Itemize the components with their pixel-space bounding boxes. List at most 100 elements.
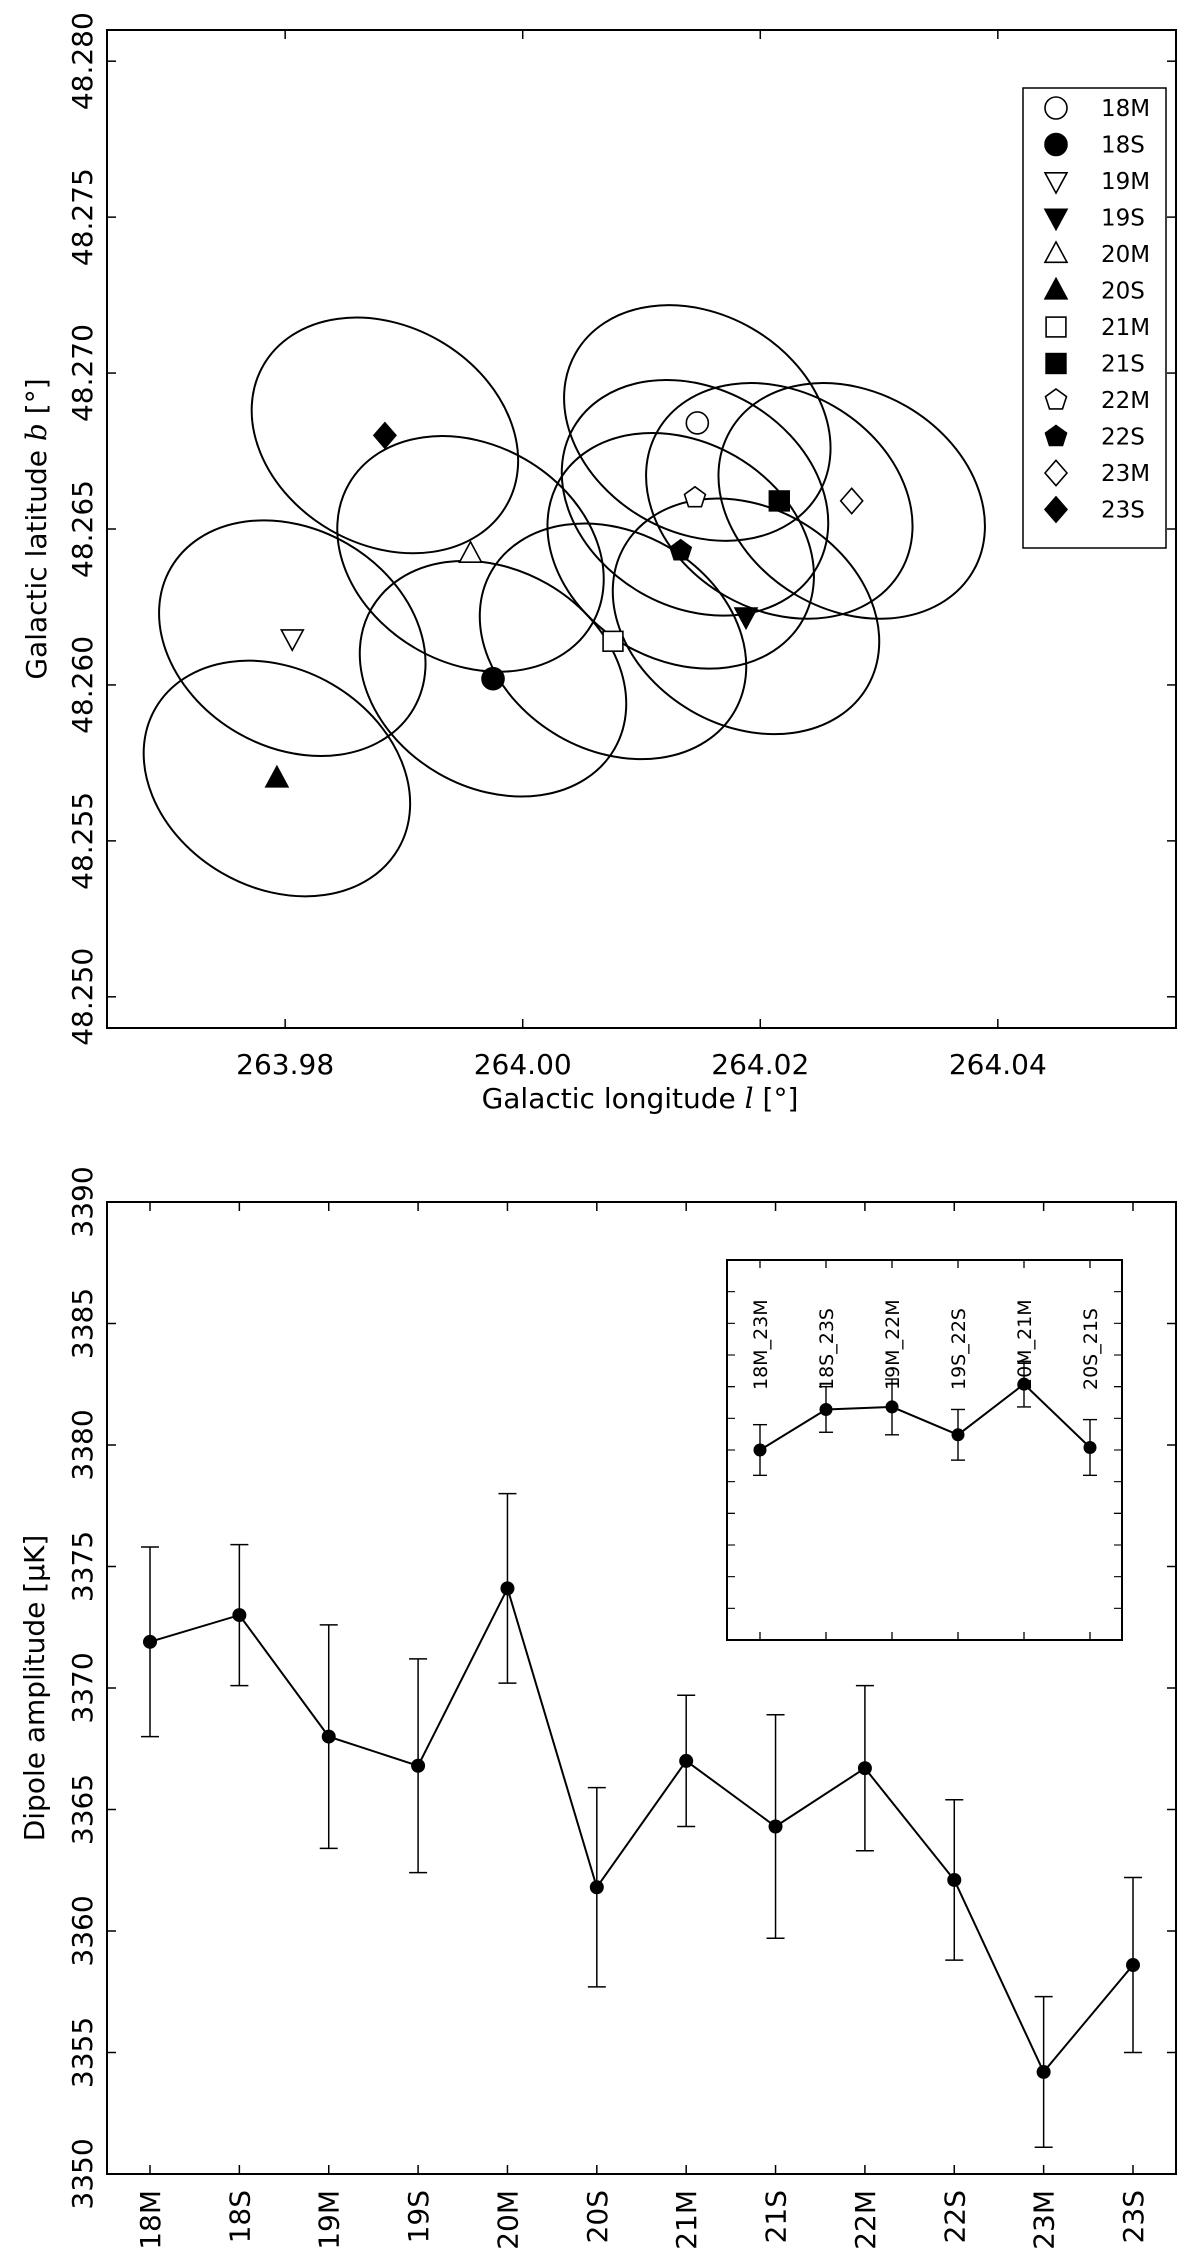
legend-label-19s: 19S — [1101, 206, 1145, 232]
ellipse-22m — [560, 378, 830, 617]
inset-category-label: 19M_22M — [882, 1299, 904, 1390]
inset-point-18m_23m — [753, 1443, 767, 1457]
category-label-21s: 21S — [760, 2190, 793, 2243]
inset-plot: 18M_23M 18S_23S 19M_22M 19S_22S 20M_21M 20S_2… — [726, 1259, 1123, 1641]
dipole-data-points — [143, 1581, 1140, 2079]
ellipse-20m — [336, 435, 605, 673]
dipole-panel: 3350 3355 3360 3365 3370 3375 3380 3385 3390 18M 1… — [18, 1166, 1177, 2250]
legend-marker-19m — [1043, 172, 1069, 195]
inset-point-19s_22s — [951, 1428, 965, 1442]
legend-marker-21m — [1045, 316, 1067, 338]
dipole-axis-ticks: 3350 3355 3360 3365 3370 3375 3380 3385 3390 18M 1… — [66, 1166, 1176, 2250]
y-tick-label: 48.255 — [66, 792, 99, 890]
ellipse-18s — [358, 559, 628, 798]
marker-20m — [458, 540, 483, 564]
category-label-23m: 23M — [1028, 2190, 1061, 2250]
ellipse-23s — [250, 316, 520, 555]
y-tick-label: 3380 — [66, 1409, 99, 1480]
point-22m — [857, 1761, 872, 1776]
point-20m — [500, 1581, 515, 1596]
y-tick-label: 48.260 — [66, 636, 99, 734]
inset-series-line — [759, 1382, 1091, 1451]
inset-point-19m_22m — [885, 1400, 899, 1414]
ellipse-20s — [142, 659, 412, 898]
inset-point-20m_21m — [1017, 1377, 1031, 1391]
ellipse-19m — [158, 519, 427, 758]
y-tick-label: 3350 — [66, 2138, 99, 2209]
inset-point-20s_21s — [1083, 1440, 1097, 1454]
legend-label-20m: 20M — [1101, 242, 1150, 268]
ellipse-21s — [645, 382, 914, 620]
legend-marker-20m — [1043, 240, 1069, 264]
x-tick-label: 263.98 — [236, 1048, 334, 1081]
marker-18s — [481, 666, 505, 691]
marker-18m — [685, 411, 710, 435]
y-tick-label: 48.275 — [66, 168, 99, 266]
marker-22m — [683, 485, 707, 508]
legend-marker-18m — [1044, 96, 1068, 120]
y-tick-label: 3365 — [66, 1774, 99, 1845]
inset-category-label: 18S_23S — [816, 1308, 838, 1390]
marker-19m — [279, 629, 305, 652]
legend-label-18s: 18S — [1101, 133, 1145, 159]
point-23m — [1036, 2064, 1051, 2079]
ellipse-21m — [478, 522, 748, 761]
point-18s — [232, 1608, 247, 1623]
point-22s — [947, 1872, 962, 1887]
inset-ticks: 18M_23M 18S_23S 19M_22M 19S_22S 20M_21M 20S_2… — [727, 1259, 1122, 1641]
x-tick-label: 264.02 — [711, 1048, 809, 1081]
inset-point-18s_23s — [819, 1402, 833, 1416]
legend-marker-21s — [1045, 352, 1067, 375]
category-label-22s: 22S — [938, 2190, 971, 2243]
category-label-20s: 20S — [581, 2190, 614, 2243]
category-label-22m: 22M — [849, 2190, 882, 2250]
legend-marker-22s — [1044, 424, 1068, 447]
legend-label-19m: 19M — [1101, 169, 1150, 195]
legend-label-20s: 20S — [1101, 279, 1145, 305]
legend-marker-18s — [1044, 132, 1068, 157]
position-y-axis-label: Galactic latitude b [°] — [20, 378, 53, 679]
category-label-19s: 19S — [402, 2190, 435, 2243]
marker-21m — [602, 630, 624, 652]
inset-category-label: 18M_23M — [750, 1299, 772, 1390]
y-tick-label: 48.265 — [66, 480, 99, 578]
legend-label-22m: 22M — [1101, 388, 1150, 414]
marker-21s — [768, 490, 790, 512]
category-label-20m: 20M — [491, 2190, 524, 2250]
inset-category-label: 20M_21M — [1014, 1299, 1036, 1390]
marker-22s — [669, 538, 693, 561]
category-label-23s: 23S — [1117, 2190, 1150, 2243]
category-label-21m: 21M — [670, 2190, 703, 2250]
legend-label-18m: 18M — [1101, 96, 1150, 122]
ellipse-23m — [717, 382, 986, 620]
x-tick-label: 264.00 — [474, 1048, 572, 1081]
position-x-axis-label: Galactic longitude l [°] — [482, 1082, 799, 1115]
legend-marker-23s — [1043, 495, 1069, 524]
category-label-18m: 18M — [134, 2190, 167, 2250]
category-label-18s: 18S — [223, 2190, 256, 2243]
marker-23m — [839, 487, 864, 515]
point-19s — [411, 1758, 426, 1773]
legend-label-23m: 23M — [1101, 461, 1150, 487]
marker-20s — [264, 764, 290, 788]
y-tick-label: 3375 — [66, 1531, 99, 1602]
position-legend: 18M 18S 19M 19S 20M 20S 21M 21S 22M 22S 23M 23S — [1022, 87, 1167, 549]
point-19m — [321, 1729, 336, 1744]
inset-data-points — [753, 1377, 1097, 1457]
y-tick-label: 3360 — [66, 1895, 99, 1966]
legend-marker-22m — [1044, 388, 1068, 410]
point-18m — [143, 1634, 157, 1649]
category-label-19m: 19M — [313, 2190, 346, 2250]
position-panel: 263.98 264.00 264.02 264.04 48.250 48.255 48.2… — [20, 12, 1177, 1115]
legend-marker-23m — [1043, 459, 1069, 487]
dipole-y-axis-label: Dipole amplitude [μK] — [18, 1535, 51, 1842]
uncertainty-ellipses — [142, 304, 986, 898]
inset-category-label: 20S_21S — [1080, 1308, 1102, 1390]
ellipse-18m — [563, 304, 832, 542]
marker-19s — [733, 607, 759, 631]
y-tick-label: 48.250 — [66, 948, 99, 1046]
inset-frame — [726, 1259, 1123, 1641]
dipole-series-line — [149, 1585, 1134, 2074]
